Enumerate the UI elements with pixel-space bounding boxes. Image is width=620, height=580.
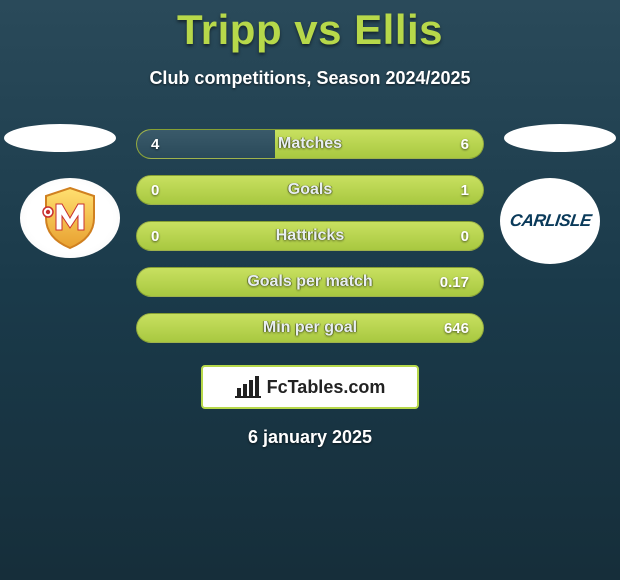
stat-value-left: 0 — [151, 182, 159, 199]
stat-label: Goals — [288, 181, 332, 199]
page-subtitle: Club competitions, Season 2024/2025 — [0, 68, 620, 89]
page-title: Tripp vs Ellis — [0, 0, 620, 54]
stat-row: 0 Goals 1 — [136, 175, 484, 205]
stat-value-right: 0 — [461, 228, 469, 245]
stat-label: Goals per match — [247, 273, 372, 291]
shield-icon — [34, 182, 106, 254]
player-base-left — [4, 124, 116, 152]
carlisle-crest: CARLISLE — [500, 178, 600, 264]
stat-value-right: 1 — [461, 182, 469, 199]
stat-label: Min per goal — [263, 319, 357, 337]
bar-chart-icon — [235, 376, 261, 398]
mkdons-crest — [20, 178, 120, 258]
stat-label: Hattricks — [276, 227, 344, 245]
carlisle-wordmark: CARLISLE — [508, 211, 592, 231]
stat-value-right: 0.17 — [440, 274, 469, 291]
brand-badge[interactable]: FcTables.com — [201, 365, 419, 409]
club-logo-left — [20, 178, 120, 258]
stat-row: Goals per match 0.17 — [136, 267, 484, 297]
player-base-right — [504, 124, 616, 152]
stat-row: 4 Matches 6 — [136, 129, 484, 159]
brand-label: FcTables.com — [267, 377, 386, 398]
stat-value-right: 646 — [444, 320, 469, 337]
stat-row: Min per goal 646 — [136, 313, 484, 343]
stat-value-right: 6 — [461, 136, 469, 153]
stat-value-left: 4 — [151, 136, 159, 153]
date-label: 6 january 2025 — [0, 427, 620, 448]
club-logo-right: CARLISLE — [500, 178, 600, 264]
stat-row: 0 Hattricks 0 — [136, 221, 484, 251]
stat-value-left: 0 — [151, 228, 159, 245]
stat-label: Matches — [278, 135, 342, 153]
